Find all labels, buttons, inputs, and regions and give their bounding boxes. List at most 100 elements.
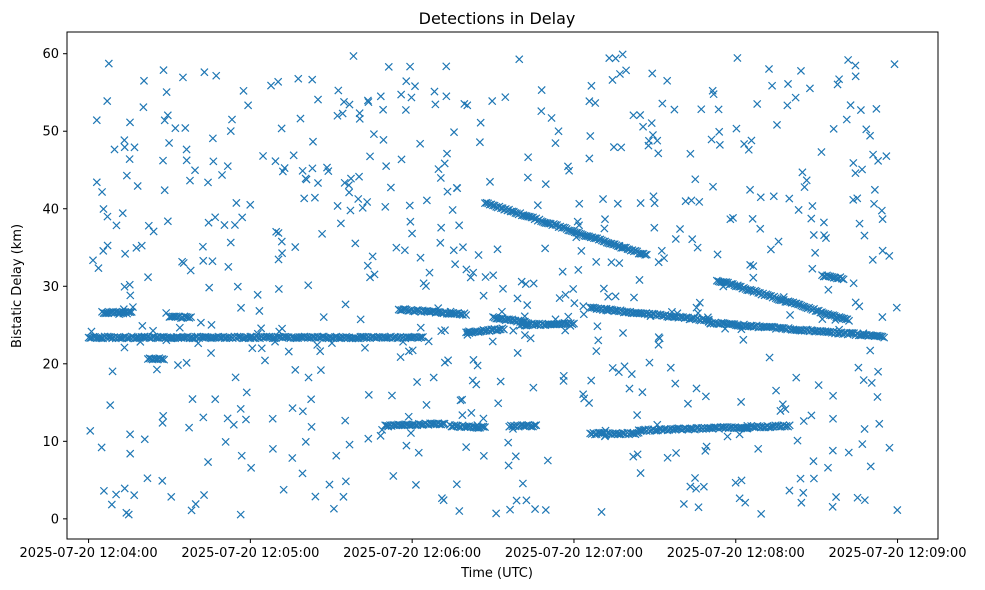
track-point [426, 307, 435, 316]
noise-point [817, 147, 826, 157]
track-point [183, 313, 192, 322]
noise-point [162, 88, 171, 97]
noise-point [547, 113, 556, 122]
noise-point [735, 494, 744, 503]
noise-point [200, 68, 209, 77]
noise-point [159, 66, 168, 75]
noise-point [851, 72, 860, 81]
noise-point [844, 448, 853, 457]
noise-point [379, 105, 388, 114]
noise-point [190, 166, 200, 175]
noise-point [451, 260, 460, 269]
noise-point [860, 231, 869, 240]
noise-point [797, 498, 806, 507]
noise-point [316, 347, 325, 356]
noise-point [579, 302, 588, 311]
noise-point [533, 201, 542, 210]
noise-point [855, 219, 864, 228]
noise-point [654, 340, 663, 349]
noise-point [650, 223, 659, 232]
noise-point [107, 500, 116, 509]
noise-point [737, 476, 746, 485]
noise-point [430, 87, 439, 96]
noise-point [823, 463, 833, 472]
track-point [636, 249, 645, 258]
noise-point [462, 265, 471, 274]
noise-point [585, 398, 594, 408]
noise-point [401, 105, 410, 115]
noise-point [239, 86, 248, 95]
noise-point [226, 238, 235, 247]
noise-point [731, 478, 740, 487]
noise-point [611, 54, 620, 63]
noise-point [663, 76, 672, 85]
noise-point [200, 491, 209, 500]
noise-point [139, 76, 149, 85]
noise-point [220, 221, 229, 230]
noise-point [636, 469, 645, 478]
noise-point [469, 355, 478, 364]
noise-point [424, 337, 433, 346]
noise-point [608, 75, 617, 84]
noise-point [247, 463, 256, 472]
noise-point [185, 176, 195, 185]
track-point [358, 332, 367, 341]
noise-point [143, 474, 152, 483]
track-point [780, 422, 789, 431]
noise-point [408, 229, 417, 238]
track-point [156, 355, 165, 364]
noise-point [537, 86, 546, 95]
noise-point [246, 200, 255, 209]
noise-point [586, 131, 595, 141]
noise-point [792, 373, 801, 382]
noise-point [627, 370, 636, 379]
noise-point [355, 109, 364, 118]
noise-point [86, 426, 95, 435]
noise-point [714, 105, 723, 114]
noise-point [828, 414, 838, 423]
noise-point [681, 197, 690, 206]
noise-point [541, 505, 550, 515]
noise-point [715, 127, 724, 136]
noise-point [732, 124, 741, 133]
noise-point [828, 446, 837, 455]
noise-point [159, 411, 168, 420]
noise-point [506, 505, 515, 514]
noise-point [103, 241, 112, 250]
noise-point [452, 480, 461, 489]
noise-point [529, 279, 538, 288]
noise-point [389, 471, 398, 480]
noise-point [397, 155, 406, 164]
noise-point [636, 111, 645, 120]
noise-point [467, 408, 476, 417]
noise-point [739, 335, 748, 344]
track-point [636, 426, 645, 435]
noise-point [622, 66, 631, 75]
noise-point [466, 273, 475, 282]
noise-point [481, 272, 490, 282]
track-point [268, 334, 277, 343]
noise-point [333, 201, 342, 210]
track-point [650, 426, 659, 435]
noise-point [365, 273, 375, 282]
noise-point [613, 199, 622, 208]
noise-point [458, 243, 467, 252]
noise-point [333, 111, 342, 120]
noise-point [686, 149, 695, 158]
noise-point [558, 267, 567, 276]
noise-point [856, 106, 865, 115]
track-point [95, 333, 104, 342]
noise-point [796, 66, 805, 75]
noise-point [396, 353, 405, 362]
noise-point [561, 290, 570, 299]
noise-point [660, 254, 669, 263]
noise-point [416, 139, 425, 148]
noise-point [885, 251, 894, 260]
noise-point [402, 77, 411, 86]
noise-point [334, 86, 343, 95]
track-point [351, 334, 360, 343]
track-point [543, 219, 552, 228]
noise-point [308, 75, 317, 84]
noise-point [756, 224, 765, 233]
noise-point [406, 217, 415, 226]
